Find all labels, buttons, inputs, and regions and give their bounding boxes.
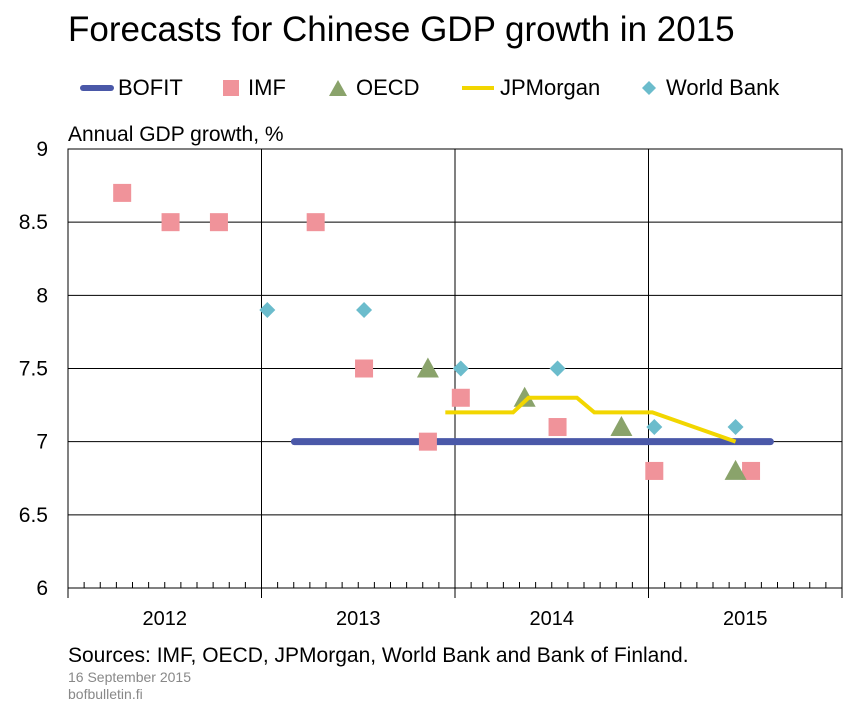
- imf-point: [209, 213, 228, 232]
- legend-swatch-jpmorgan: [462, 86, 494, 90]
- y-tick-label: 7.5: [19, 358, 48, 381]
- legend-label-bofit: BOFIT: [118, 75, 183, 100]
- imf-point: [451, 388, 470, 407]
- world-bank-point: [727, 419, 744, 436]
- imf-point: [113, 183, 132, 202]
- legend-item-oecd: OECD: [328, 72, 420, 104]
- y-tick-label: 6.5: [19, 504, 48, 527]
- imf-point: [418, 432, 437, 451]
- world-bank-point: [452, 360, 469, 377]
- world-bank-point: [646, 419, 663, 436]
- world-bank-point: [259, 301, 276, 318]
- oecd-point: [416, 357, 439, 378]
- y-tick-label: 7: [36, 431, 48, 454]
- legend-label-oecd: OECD: [356, 75, 420, 100]
- legend-label-imf: IMF: [248, 75, 286, 100]
- legend-label-jpmorgan: JPMorgan: [500, 75, 601, 100]
- oecd-point: [724, 459, 747, 480]
- chart-series: [113, 183, 774, 480]
- legend-swatch-imf: [223, 80, 239, 96]
- x-tick-label: 2015: [723, 608, 768, 630]
- legend-swatch-world-bank: [642, 81, 656, 95]
- imf-point: [161, 213, 180, 232]
- world-bank-point: [356, 301, 373, 318]
- world-bank-point: [549, 360, 566, 377]
- y-tick-label: 9: [36, 138, 48, 161]
- oecd-point: [513, 386, 536, 407]
- oecd-point: [610, 416, 633, 437]
- y-tick-label: 8: [36, 284, 48, 307]
- chart-legend: BOFIT IMF OECD JPMorgan World Bank: [70, 72, 840, 104]
- legend-item-imf: IMF: [222, 72, 286, 104]
- imf-point: [742, 461, 761, 480]
- legend-label-world-bank: World Bank: [666, 75, 780, 100]
- jpmorgan-line: [445, 395, 737, 444]
- site-url: bofbulletin.fi: [68, 686, 143, 702]
- imf-point: [548, 418, 567, 437]
- y-axis-label: Annual GDP growth, %: [68, 123, 284, 146]
- imf-point: [306, 213, 325, 232]
- chart-title: Forecasts for Chinese GDP growth in 2015: [68, 10, 735, 49]
- legend-item-jpmorgan: JPMorgan: [460, 72, 600, 104]
- imf-point: [645, 461, 664, 480]
- legend-swatch-bofit: [80, 85, 114, 91]
- y-tick-label: 8.5: [19, 211, 48, 234]
- chart-axes: 9 8.5 8 7.5 7 6.5 6 2012 2013 2014 2015: [19, 138, 843, 630]
- x-tick-label: 2012: [143, 608, 188, 630]
- x-tick-label: 2013: [336, 608, 381, 630]
- sources-note: Sources: IMF, OECD, JPMorgan, World Bank…: [68, 644, 689, 667]
- imf-point: [355, 359, 374, 378]
- publication-date: 16 September 2015: [68, 669, 191, 685]
- legend-swatch-oecd: [329, 80, 347, 96]
- legend-item-world-bank: World Bank: [640, 72, 779, 104]
- x-tick-label: 2014: [530, 608, 575, 630]
- legend-item-bofit: BOFIT: [80, 72, 183, 104]
- y-tick-label: 6: [36, 577, 48, 600]
